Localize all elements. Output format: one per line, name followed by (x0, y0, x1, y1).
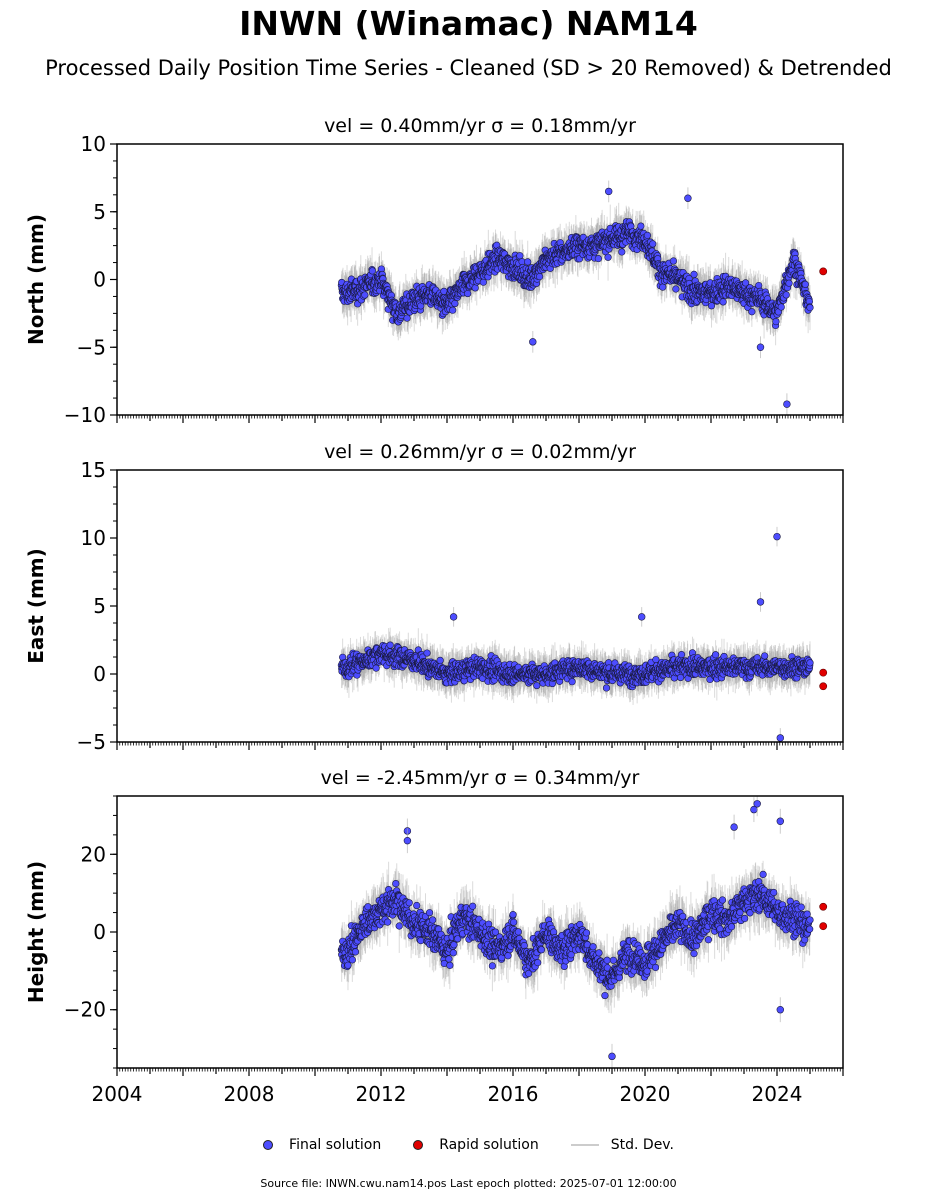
final-solution-point (529, 338, 537, 346)
final-solution-point (372, 664, 380, 672)
final-solution-point (643, 231, 652, 239)
y-axis-label: East (mm) (24, 548, 48, 664)
final-solution-point (516, 252, 524, 260)
final-solution-point (471, 284, 479, 292)
final-solution-point (672, 285, 680, 293)
final-solution-point (690, 270, 698, 278)
page-title: INWN (Winamac) NAM14 (239, 4, 698, 43)
final-solution-point (368, 267, 376, 275)
timeseries-plots: vel = 0.40mm/yr σ = 0.18mm/yr North (mm) −… (24, 115, 844, 1106)
final-solution-point (594, 254, 602, 263)
y-tick-label: 10 (81, 132, 106, 156)
final-solution-point (756, 343, 765, 351)
page-subtitle: Processed Daily Position Time Series - C… (45, 56, 892, 80)
final-solution-point (649, 240, 657, 248)
final-solution-point (535, 272, 544, 281)
y-axis-label: North (mm) (24, 214, 48, 345)
final-solution-point (777, 303, 785, 311)
y-tick-label: −5 (77, 335, 106, 359)
final-solution-point (604, 187, 613, 196)
final-solution-point (684, 194, 692, 202)
final-solution-point (449, 306, 457, 314)
final-solution-point (772, 317, 780, 326)
final-solution-point (479, 278, 487, 286)
final-solution-point (719, 298, 727, 306)
final-solution-point (785, 279, 793, 287)
final-solution-point (524, 258, 532, 266)
panel-title: vel = 0.40mm/yr σ = 0.18mm/yr (324, 115, 636, 137)
final-solution-point (783, 400, 791, 408)
y-tick-label: 5 (93, 200, 106, 224)
final-solution-point (806, 303, 814, 312)
final-solution-point (748, 308, 756, 316)
panel-title: vel = 0.26mm/yr σ = 0.02mm/yr (324, 441, 636, 463)
final-solution-point (801, 280, 809, 289)
y-tick-label: −10 (64, 403, 106, 427)
final-solution-point (637, 222, 645, 230)
final-solution-point (464, 289, 472, 298)
final-solution-point (451, 299, 459, 308)
rapid-solution-point (819, 267, 828, 276)
final-solution-point (782, 291, 790, 299)
final-solution-point (386, 641, 394, 649)
final-solution-point (361, 291, 369, 299)
y-tick-label: 0 (93, 268, 106, 292)
final-solution-point (604, 253, 612, 261)
final-solution-point (403, 314, 411, 322)
final-solution-point (618, 248, 626, 256)
final-solution-point (659, 283, 667, 291)
final-solution-point (669, 257, 677, 265)
